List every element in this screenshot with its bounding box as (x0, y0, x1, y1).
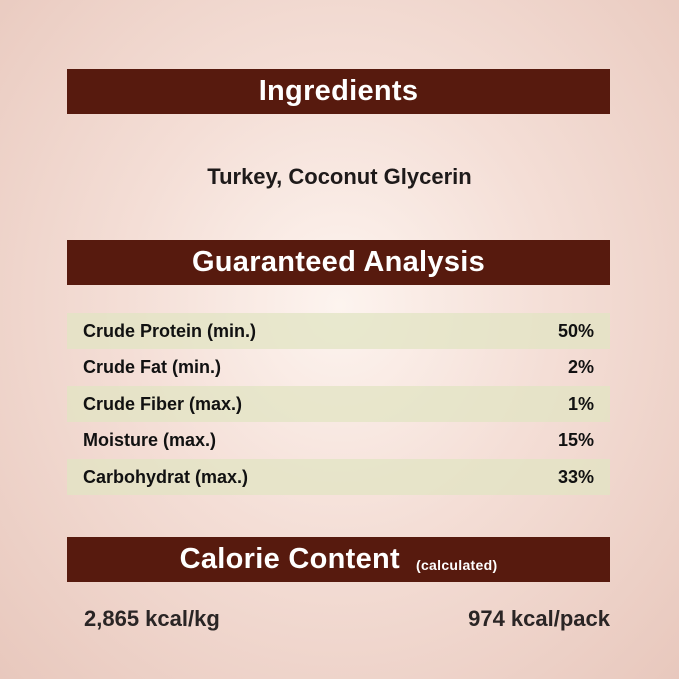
analysis-row: Crude Fat (min.) 2% (67, 349, 610, 385)
analysis-row: Moisture (max.) 15% (67, 422, 610, 458)
analysis-header: Guaranteed Analysis (67, 240, 610, 285)
analysis-row: Crude Protein (min.) 50% (67, 313, 610, 349)
calorie-subtitle: (calculated) (416, 556, 498, 573)
row-label: Crude Fiber (max.) (83, 393, 243, 414)
row-value: 2% (567, 356, 594, 377)
analysis-row: Carbohydrat (max.) 33% (67, 459, 610, 495)
row-label: Carbohydrat (max.) (83, 466, 249, 487)
analysis-row: Crude Fiber (max.) 1% (67, 386, 610, 422)
calorie-title: Calorie Content (179, 543, 400, 575)
row-label: Crude Fat (min.) (83, 356, 221, 377)
analysis-title: Guaranteed Analysis (191, 246, 486, 278)
ingredients-text: Turkey, Coconut Glycerin (207, 164, 472, 189)
row-value: 1% (567, 393, 594, 414)
ingredients-title: Ingredients (258, 75, 419, 107)
row-value: 50% (557, 320, 594, 341)
row-value: 33% (557, 466, 594, 487)
row-value: 15% (557, 429, 594, 450)
calorie-per-pack: 974 kcal/pack (468, 606, 610, 631)
calorie-per-kg: 2,865 kcal/kg (84, 606, 220, 631)
calorie-header: Calorie Content (calculated) (67, 537, 610, 582)
ingredients-header: Ingredients (67, 69, 610, 114)
row-label: Crude Protein (min.) (83, 320, 257, 341)
row-label: Moisture (max.) (83, 429, 217, 450)
